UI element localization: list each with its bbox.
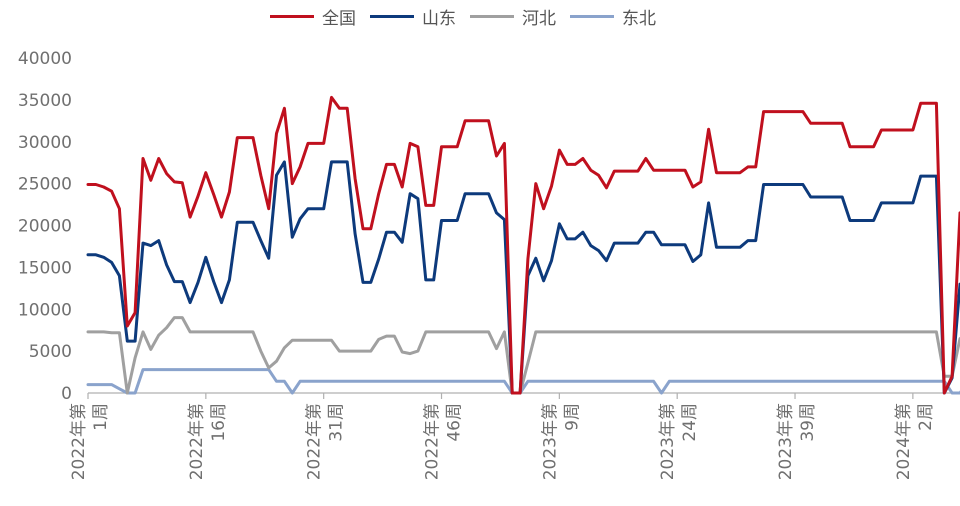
chart-legend: 全国 山东 河北 东北 <box>270 4 656 29</box>
x-tick-label: 2023年第 24周 <box>658 403 700 480</box>
legend-label-national: 全国 <box>322 9 356 29</box>
legend-item-northeast: 东北 <box>570 4 656 29</box>
x-tick-label: 2022年第 1周 <box>69 403 111 480</box>
legend-label-northeast: 东北 <box>622 9 656 29</box>
y-tick-label: 40000 <box>18 49 72 69</box>
x-tick-label: 2022年第 16周 <box>187 403 229 480</box>
x-tick-label: 2023年第 39周 <box>776 403 818 480</box>
y-tick-label: 35000 <box>18 91 72 111</box>
y-tick-label: 25000 <box>18 175 72 195</box>
legend-item-hebei: 河北 <box>470 4 556 29</box>
x-tick-label: 2022年第 31周 <box>305 403 347 480</box>
x-tick-label: 2024年第 2周 <box>894 403 936 480</box>
series-line-national <box>86 95 960 395</box>
series-line-northeast <box>86 368 960 395</box>
y-tick-label: 20000 <box>18 217 72 237</box>
legend-item-national: 全国 <box>270 4 356 29</box>
y-tick-label: 5000 <box>29 342 72 362</box>
y-tick-label: 0 <box>61 384 72 404</box>
x-tick-label: 2022年第 46周 <box>423 403 465 480</box>
series-line-hebei <box>86 316 960 395</box>
legend-label-shandong: 山东 <box>422 9 456 29</box>
legend-swatch-hebei <box>470 15 514 18</box>
y-tick-label: 10000 <box>18 300 72 320</box>
legend-item-shandong: 山东 <box>370 4 456 29</box>
legend-swatch-national <box>270 15 314 18</box>
y-tick-label: 30000 <box>18 133 72 153</box>
legend-label-hebei: 河北 <box>522 9 556 29</box>
y-tick-label: 15000 <box>18 258 72 278</box>
legend-swatch-shandong <box>370 15 414 18</box>
series-line-shandong <box>86 160 960 395</box>
legend-swatch-northeast <box>570 15 614 18</box>
x-tick-label: 2023年第 9周 <box>540 403 582 480</box>
